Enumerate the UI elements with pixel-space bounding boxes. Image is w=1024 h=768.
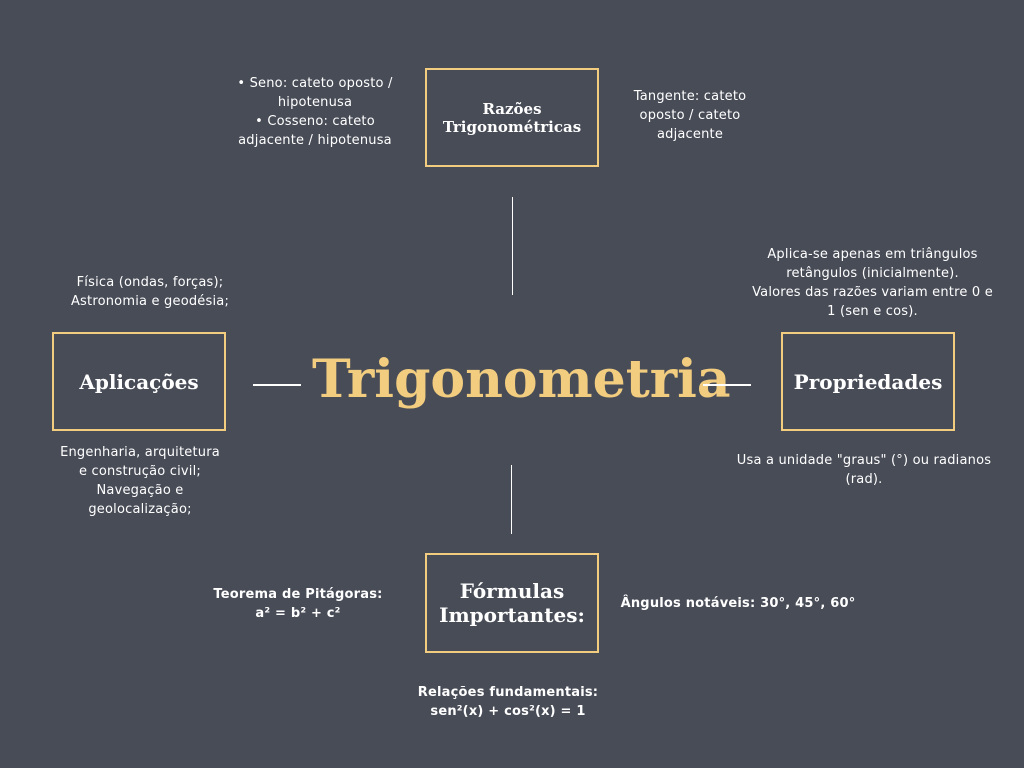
aplicacoes-notes-top: Física (ondas, forças); Astronomia e geo… [70,275,230,309]
node-aplicacoes: Aplicações [52,332,226,431]
razoes-notes-right: Tangente: cateto oposto / cateto adjacen… [633,89,747,142]
node-formulas-importantes: Fórmulas Importantes: [425,553,599,653]
connector-top [512,197,513,295]
connector-bottom [511,465,512,534]
aplicacoes-notes-bottom: Engenharia, arquitetura e construção civ… [60,445,220,517]
formulas-notes-right: Ângulos notáveis: 30°, 45°, 60° [620,596,856,611]
propriedades-notes-bottom: Usa a unidade "graus" (°) ou radianos (r… [736,453,992,487]
formulas-notes-left: Teorema de Pitágoras: a² = b² + c² [213,587,383,621]
central-topic-title: Trigonometria [312,349,731,410]
connector-left [253,384,301,386]
connector-right [703,384,751,386]
node-aplicacoes-label: Aplicações [79,369,199,394]
node-razoes-label: Razões Trigonométricas [442,99,582,136]
formulas-notes-bottom: Relações fundamentais: sen²(x) + cos²(x)… [417,685,599,719]
node-propriedades: Propriedades [781,332,955,431]
node-propriedades-label: Propriedades [793,369,943,394]
razoes-notes-left: • Seno: cateto oposto / hipotenusa • Cos… [237,76,393,148]
propriedades-notes-top: Aplica-se apenas em triângulos retângulo… [752,247,993,319]
node-razoes-trigonometricas: Razões Trigonométricas [425,68,599,167]
node-formulas-label: Fórmulas Importantes: [439,579,585,627]
